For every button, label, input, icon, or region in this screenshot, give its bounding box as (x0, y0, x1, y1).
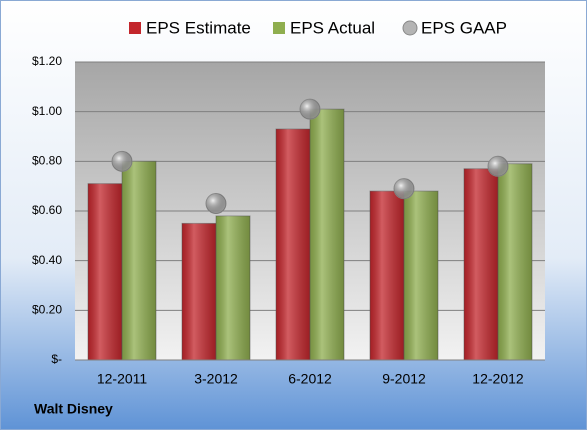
bar-shine (88, 183, 122, 360)
y-tick-label: $1.00 (32, 104, 62, 118)
legend-label: EPS Estimate (146, 18, 251, 37)
marker-shine (112, 151, 132, 172)
x-tick-label: 3-2012 (194, 371, 238, 387)
bar-shine (404, 191, 438, 360)
bar-shine (370, 191, 404, 360)
y-tick-label: $0.60 (32, 203, 62, 217)
marker-shine (394, 178, 414, 199)
marker-shine (300, 99, 320, 120)
bar-shine (122, 161, 156, 360)
legend-marker (273, 22, 285, 34)
bar-shine (310, 109, 344, 360)
bar-shine (216, 215, 250, 360)
legend-label: EPS GAAP (421, 18, 507, 37)
bar-shine (182, 223, 216, 360)
y-tick-label: $- (51, 352, 62, 366)
y-tick-label: $0.40 (32, 253, 62, 267)
legend-marker (402, 20, 418, 36)
x-tick-label: 6-2012 (288, 371, 332, 387)
legend-marker (129, 22, 141, 34)
y-tick-label: $0.80 (32, 154, 62, 168)
x-tick-label: 12-2012 (472, 371, 524, 387)
y-tick-label: $1.20 (32, 54, 62, 68)
x-tick-label: 12-2011 (97, 371, 148, 387)
x-tick-label: 9-2012 (382, 371, 426, 387)
bar-shine (464, 168, 498, 360)
caption: Walt Disney (34, 401, 113, 417)
bar-shine (498, 163, 532, 360)
marker-shine (206, 193, 226, 214)
legend-label: EPS Actual (290, 18, 375, 37)
marker-shine (488, 156, 508, 177)
bar-shine (276, 129, 310, 360)
y-tick-label: $0.20 (32, 303, 62, 317)
